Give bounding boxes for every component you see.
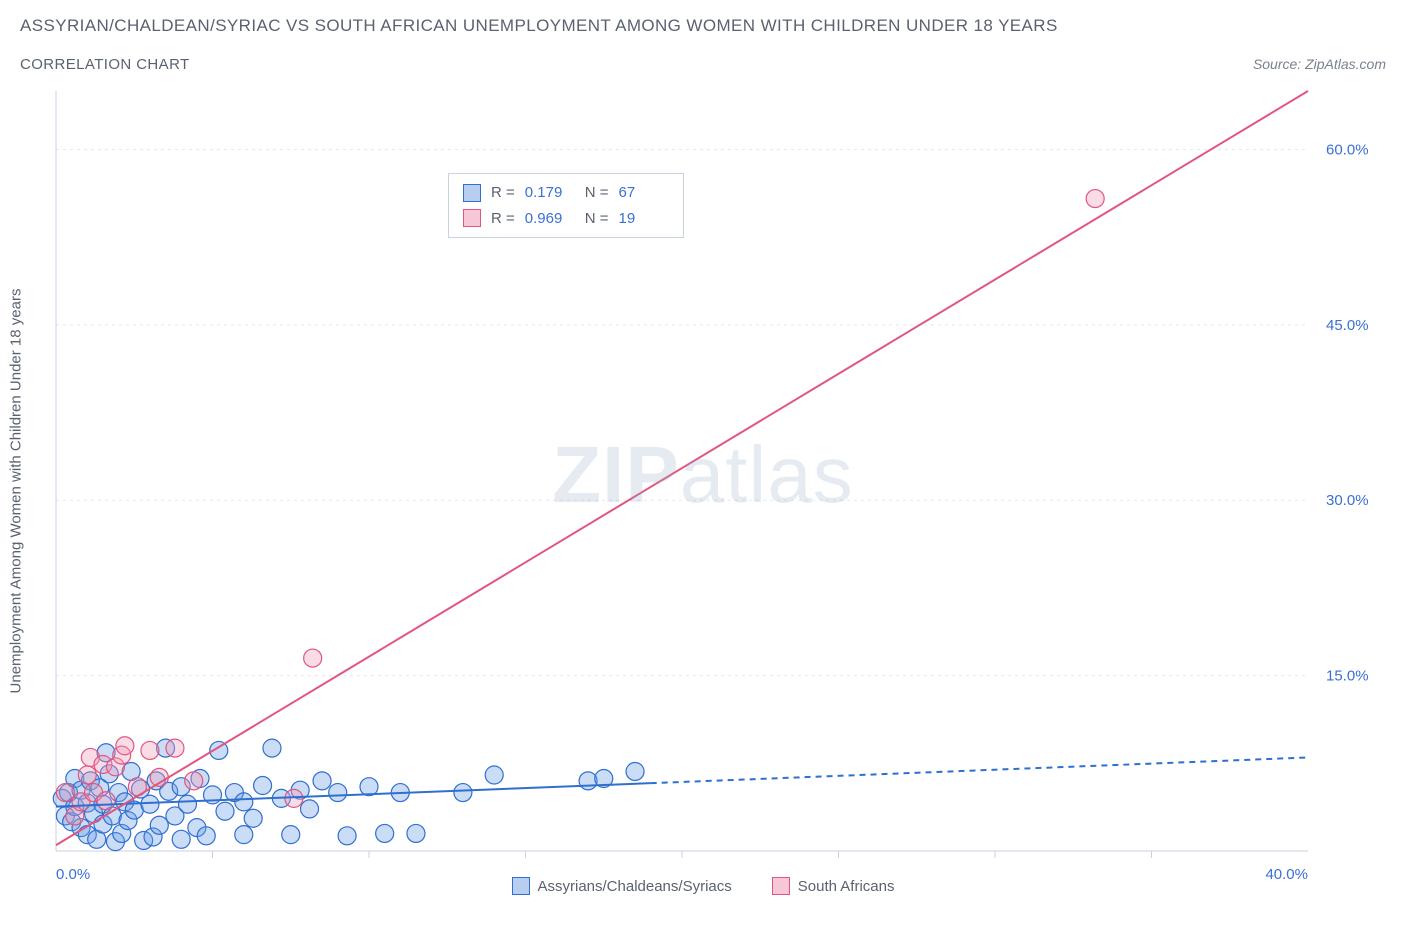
category-legend-item: Assyrians/Chaldeans/Syriacs: [512, 877, 732, 895]
category-legend: Assyrians/Chaldeans/Syriacs South African…: [8, 877, 1398, 895]
chart-title: ASSYRIAN/CHALDEAN/SYRIAC VS SOUTH AFRICA…: [20, 16, 1386, 36]
source-label: Source: ZipAtlas.com: [1253, 56, 1386, 72]
r-label: R =: [491, 206, 515, 232]
r-value: 0.969: [525, 206, 575, 232]
chart-area: Unemployment Among Women with Children U…: [8, 81, 1398, 901]
legend-swatch: [772, 877, 790, 895]
svg-text:15.0%: 15.0%: [1326, 668, 1369, 685]
category-legend-label: South Africans: [798, 878, 895, 895]
n-value: 67: [619, 180, 669, 206]
svg-text:30.0%: 30.0%: [1326, 492, 1369, 509]
correlation-legend: R = 0.179 N = 67 R = 0.969 N = 19: [448, 173, 684, 238]
r-label: R =: [491, 180, 515, 206]
r-value: 0.179: [525, 180, 575, 206]
chart-subtitle: CORRELATION CHART: [20, 56, 190, 73]
y-axis-label: Unemployment Among Women with Children U…: [8, 289, 25, 694]
correlation-legend-row: R = 0.969 N = 19: [463, 206, 669, 232]
category-legend-label: Assyrians/Chaldeans/Syriacs: [538, 878, 732, 895]
n-value: 19: [619, 206, 669, 232]
category-legend-item: South Africans: [772, 877, 895, 895]
n-label: N =: [585, 206, 609, 232]
svg-text:60.0%: 60.0%: [1326, 141, 1369, 158]
n-label: N =: [585, 180, 609, 206]
svg-text:45.0%: 45.0%: [1326, 317, 1369, 334]
legend-swatch: [463, 184, 481, 202]
scatter-chart: 0.0%40.0%15.0%30.0%45.0%60.0%: [8, 81, 1398, 901]
legend-swatch: [463, 209, 481, 227]
legend-swatch: [512, 877, 530, 895]
correlation-legend-row: R = 0.179 N = 67: [463, 180, 669, 206]
